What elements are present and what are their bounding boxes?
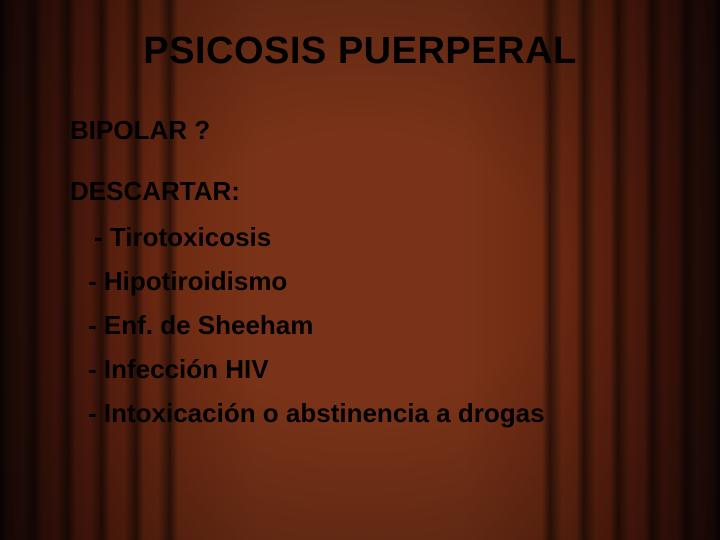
list-item: - Enf. de Sheeham — [70, 303, 650, 347]
list-item: - Infección HIV — [70, 347, 650, 391]
subheading-descartar: DESCARTAR: — [70, 176, 650, 207]
subheading-bipolar: BIPOLAR ? — [70, 115, 650, 146]
slide-content: PSICOSIS PUERPERAL BIPOLAR ? DESCARTAR: … — [0, 0, 720, 540]
bullet-list: - Tirotoxicosis - Hipotiroidismo - Enf. … — [70, 215, 650, 435]
list-item: - Intoxicación o abstinencia a drogas — [70, 391, 650, 435]
slide-title: PSICOSIS PUERPERAL — [70, 30, 650, 73]
list-item: - Hipotiroidismo — [70, 259, 650, 303]
list-item: - Tirotoxicosis — [70, 215, 650, 259]
